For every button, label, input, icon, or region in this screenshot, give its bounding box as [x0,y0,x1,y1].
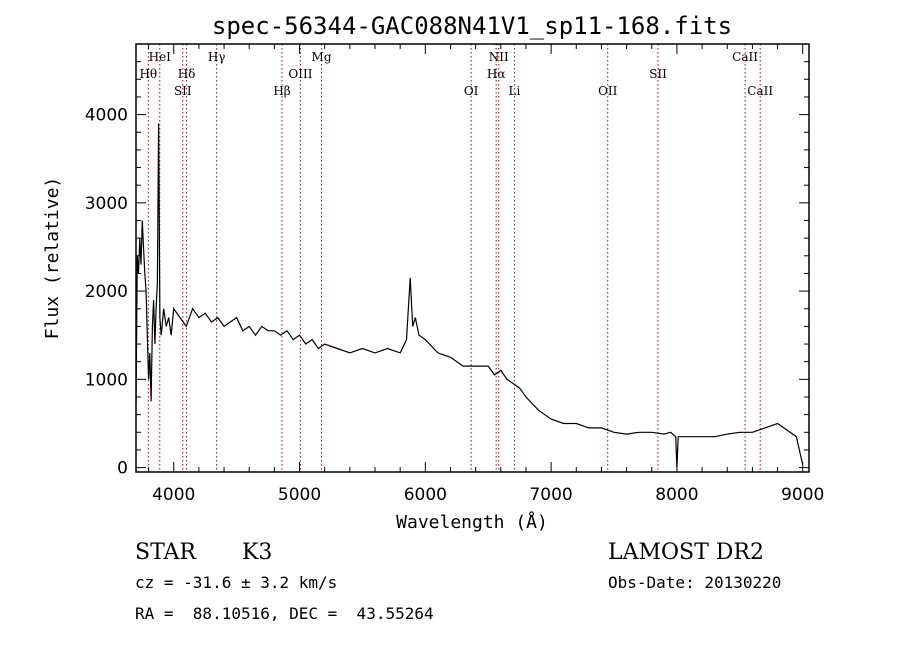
line-label-7: Mg [312,50,332,64]
line-label-5: Hβ [273,84,290,98]
y-tick-label-1: 1000 [85,370,128,390]
survey-name: LAMOST DR2 [608,540,764,565]
x-tick-label-3: 7000 [529,485,572,505]
axis-ticks: 4000 5000 6000 7000 8000 9000 0 1000 2000 3000 400… [85,44,824,505]
obs-date: Obs-Date: 20130220 [608,573,782,592]
y-tick-label-0: 0 [117,459,128,479]
y-axis-label: Flux (relative) [42,177,63,340]
y-tick-label-3: 3000 [85,194,128,214]
line-label-10: NII [489,50,509,64]
line-label-9: Hα [487,67,506,81]
coordinates: RA = 88.10516, DEC = 43.55264 [135,604,434,623]
x-tick-label-1: 5000 [278,485,321,505]
spectrum-chart: spec-56344-GAC088N41V1_sp11-168.fits HθH… [42,12,824,533]
object-class: STAR [135,540,196,565]
spectrum-series-line [135,123,804,468]
chart-title: spec-56344-GAC088N41V1_sp11-168.fits [212,12,732,40]
x-tick-label-4: 8000 [655,485,698,505]
x-axis-label: Wavelength (Å) [396,511,548,533]
x-tick-label-2: 6000 [404,485,447,505]
line-label-13: SII [649,67,667,81]
line-label-15: CaII [747,84,773,98]
line-label-3: Hδ [178,67,196,81]
y-tick-label-2: 2000 [85,282,128,302]
line-label-2: SII [174,84,192,98]
line-label-6: OIII [288,67,312,81]
line-label-0: Hθ [139,67,157,81]
plot-frame [135,43,810,473]
line-label-11: Li [508,84,520,98]
x-tick-label-5: 9000 [781,485,824,505]
object-subclass: K3 [242,540,273,565]
line-label-12: OII [598,84,618,98]
line-label-1: HeI [149,50,172,64]
redshift-readout: cz = -31.6 ± 3.2 km/s [135,573,338,592]
line-label-8: OI [464,84,479,98]
x-tick-label-0: 4000 [152,485,195,505]
line-label-4: Hγ [208,50,226,64]
y-tick-label-4: 4000 [85,106,128,126]
line-label-14: CaII [732,50,758,64]
